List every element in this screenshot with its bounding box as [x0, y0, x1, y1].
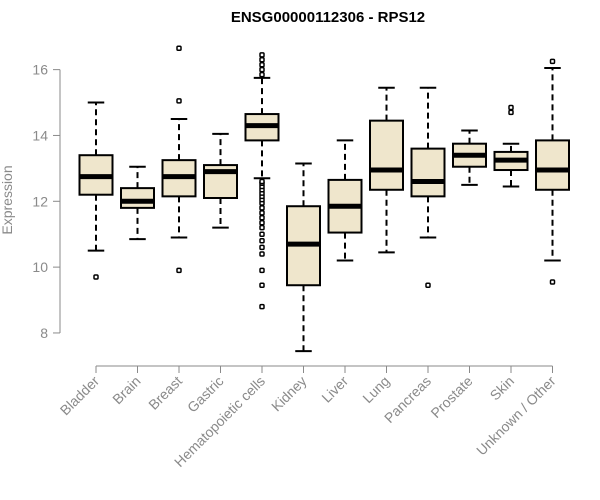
box — [535, 139, 570, 191]
y-axis-label: Expression — [0, 165, 15, 234]
x-tick-label: Liver — [318, 373, 351, 406]
x-tick-label: Lung — [359, 373, 392, 406]
outlier-point — [259, 219, 265, 226]
y-tick-label: 16 — [32, 62, 48, 78]
x-tick-label: Unknown / Other — [473, 373, 559, 459]
outlier-point — [93, 274, 99, 280]
outlier-point — [425, 282, 431, 288]
outlier-point — [259, 210, 265, 216]
outlier-point — [549, 58, 556, 65]
outlier-point — [259, 267, 265, 274]
x-tick-label: Breast — [145, 373, 185, 413]
outlier-point — [259, 238, 265, 244]
y-tick-label: 12 — [32, 193, 48, 209]
outlier-point — [508, 104, 514, 111]
outlier-point — [176, 267, 182, 274]
outlier-point — [259, 178, 265, 185]
box — [410, 147, 446, 198]
x-tick-label: Kidney — [268, 373, 310, 415]
outlier-point — [259, 52, 265, 58]
box — [369, 119, 404, 191]
y-tick-label: 14 — [32, 127, 48, 143]
outlier-point — [508, 109, 514, 116]
outlier-point — [176, 98, 182, 104]
x-tick-label: Prostate — [427, 373, 475, 421]
outlier-point — [259, 205, 265, 211]
outlier-point — [259, 224, 265, 231]
x-tick-label: Skin — [487, 373, 518, 404]
outlier-point — [259, 57, 265, 63]
outlier-point — [259, 282, 265, 288]
chart-title: ENSG00000112306 - RPS12 — [231, 9, 425, 26]
outlier-point — [259, 303, 265, 310]
box — [120, 187, 155, 209]
outlier-point — [259, 231, 265, 237]
outlier-point — [259, 244, 265, 251]
x-tick-label: Brain — [109, 373, 143, 407]
x-tick-label: Bladder — [57, 373, 103, 419]
y-tick-label: 8 — [40, 325, 48, 341]
outlier-point — [259, 61, 265, 68]
outlier-point — [259, 215, 265, 221]
outlier-point — [549, 279, 556, 285]
outlier-point — [259, 251, 265, 257]
y-tick-label: 10 — [32, 259, 48, 275]
outlier-point — [259, 71, 265, 78]
outlier-point — [259, 66, 265, 73]
outlier-point — [176, 45, 182, 51]
